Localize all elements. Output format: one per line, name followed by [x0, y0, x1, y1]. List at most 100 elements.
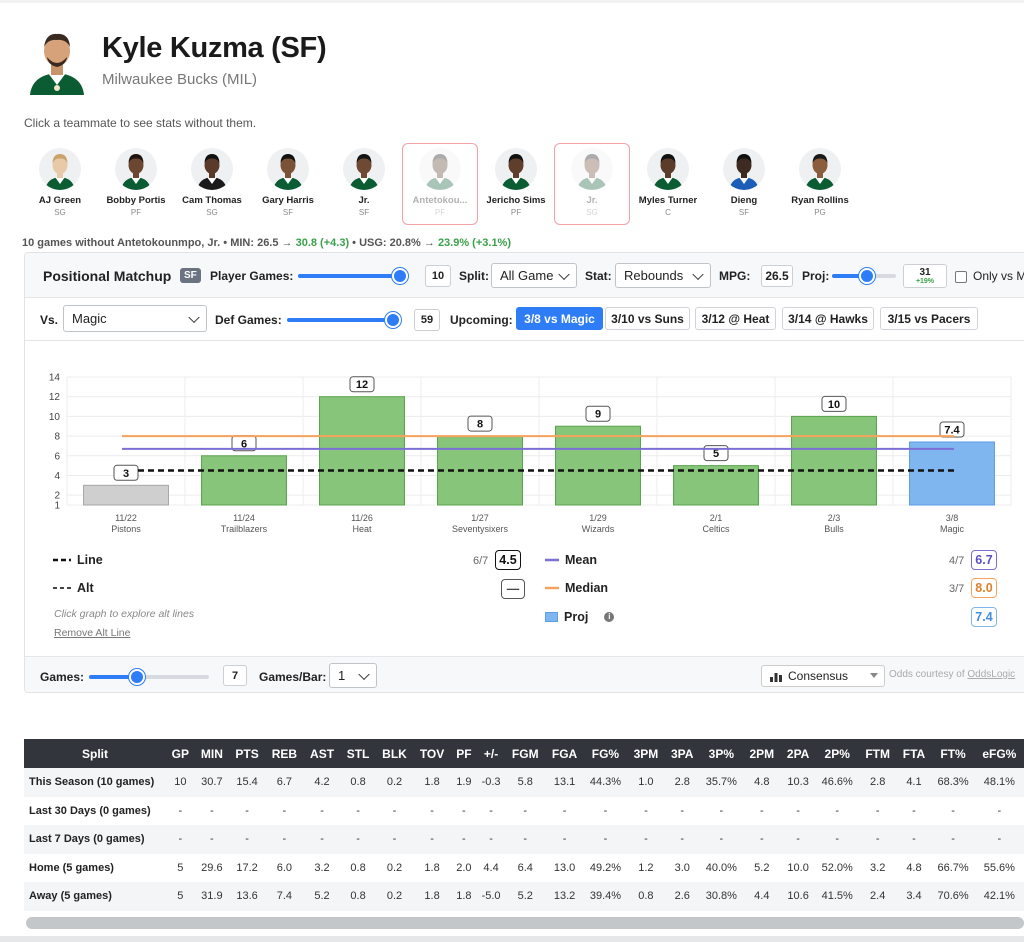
column-header-2p-[interactable]: 2P%: [815, 739, 859, 768]
stat-select[interactable]: Rebounds: [615, 263, 711, 288]
stat-cell: 0.2: [375, 768, 414, 797]
column-header-tov[interactable]: TOV: [413, 739, 451, 768]
opponent-select[interactable]: Magic: [63, 305, 207, 332]
column-header-pts[interactable]: PTS: [229, 739, 266, 768]
column-header-efg-[interactable]: eFG%: [974, 739, 1024, 768]
upcoming-game-1[interactable]: 3/10 vs Suns: [605, 307, 690, 330]
column-header-fg-[interactable]: FG%: [583, 739, 628, 768]
mpg-value[interactable]: 26.5: [761, 265, 793, 287]
column-header--[interactable]: +/-: [476, 739, 506, 768]
player-games-value[interactable]: 10: [425, 265, 451, 287]
teammate-avatar: [647, 148, 689, 190]
column-header-2pm[interactable]: 2PM: [742, 739, 781, 768]
upcoming-game-3[interactable]: 3/14 @ Hawks: [782, 307, 874, 330]
games-slider[interactable]: [89, 669, 209, 685]
stat-cell: -: [931, 796, 975, 825]
legend-mean: Mean: [545, 553, 597, 567]
stat-cell: -: [583, 796, 628, 825]
proj-delta: +19%: [915, 277, 935, 285]
stat-cell: 40.0%: [699, 853, 743, 882]
teammate-card[interactable]: Jericho Sims PF: [478, 143, 554, 225]
column-header-ftm[interactable]: FTM: [858, 739, 897, 768]
oddslogic-link[interactable]: OddsLogic: [967, 669, 1016, 680]
teammate-card[interactable]: Ryan Rollins PG: [782, 143, 858, 225]
column-header-blk[interactable]: BLK: [375, 739, 414, 768]
consensus-value: Consensus: [788, 669, 849, 683]
upcoming-game-0[interactable]: 3/8 vs Magic: [516, 307, 603, 330]
stat-cell: -: [166, 796, 195, 825]
alt-value-box[interactable]: —: [501, 579, 525, 599]
stat-cell: 2.4: [858, 882, 897, 911]
upcoming-game-2[interactable]: 3/12 @ Heat: [695, 307, 776, 330]
column-header-ast[interactable]: AST: [303, 739, 341, 768]
consensus-select[interactable]: Consensus: [761, 665, 885, 687]
column-header-fgm[interactable]: FGM: [505, 739, 546, 768]
teammate-card[interactable]: Bobby Portis PF: [98, 143, 174, 225]
only-vs-checkbox[interactable]: [955, 271, 967, 283]
column-header-ft-[interactable]: FT%: [931, 739, 975, 768]
teammate-avatar: [115, 148, 157, 190]
legend-median: Median: [545, 581, 608, 595]
x-tick-opponent: Wizards: [582, 524, 615, 534]
player-games-slider-knob[interactable]: [392, 268, 409, 284]
stat-cell: 10.6: [780, 882, 816, 911]
stat-cell: 48.1%: [974, 768, 1024, 797]
column-header-2pa[interactable]: 2PA: [780, 739, 816, 768]
def-games-slider-knob[interactable]: [385, 312, 401, 328]
teammate-card[interactable]: Gary Harris SF: [250, 143, 326, 225]
stat-cell: 5: [166, 853, 195, 882]
data-label-box: [585, 405, 611, 422]
stat-cell: 4.4: [742, 882, 781, 911]
split-select[interactable]: All Game: [491, 263, 577, 288]
stat-cell: 6.4: [505, 853, 546, 882]
teammate-card[interactable]: Dieng SF: [706, 143, 782, 225]
teammate-card[interactable]: Antetokou... PF: [402, 143, 478, 225]
games-value[interactable]: 7: [223, 665, 247, 686]
column-header-fta[interactable]: FTA: [896, 739, 932, 768]
teammate-card[interactable]: Cam Thomas SG: [174, 143, 250, 225]
column-header-min[interactable]: MIN: [194, 739, 230, 768]
remove-alt-line-link[interactable]: Remove Alt Line: [54, 627, 131, 639]
stat-cell: 13.2: [545, 882, 584, 911]
player-games-slider[interactable]: [298, 268, 409, 284]
column-header-fga[interactable]: FGA: [545, 739, 584, 768]
stat-cell: 4.8: [896, 853, 932, 882]
games-slider-knob[interactable]: [129, 669, 145, 685]
column-header-pf[interactable]: PF: [450, 739, 477, 768]
column-header-reb[interactable]: REB: [265, 739, 304, 768]
teammate-card[interactable]: Jr. SF: [326, 143, 402, 225]
teammate-name: Myles Turner: [638, 195, 698, 206]
stat-cell: -: [931, 825, 975, 854]
proj-slider-knob[interactable]: [859, 268, 876, 284]
x-tick-date: 3/8: [946, 513, 959, 523]
chevron-down-icon: [188, 311, 200, 323]
stat-cell: -: [780, 825, 816, 854]
stat-cell: 39.4%: [583, 882, 628, 911]
teammate-card[interactable]: Myles Turner C: [630, 143, 706, 225]
upcoming-game-4[interactable]: 3/15 vs Pacers: [880, 307, 978, 330]
teammate-card[interactable]: Jr. SG: [554, 143, 630, 225]
proj-value-box[interactable]: 31 +19%: [903, 264, 947, 288]
stat-cell: -: [476, 796, 506, 825]
stat-cell: 5.2: [742, 853, 781, 882]
column-header-gp[interactable]: GP: [166, 739, 195, 768]
column-header-3p-[interactable]: 3P%: [699, 739, 743, 768]
column-header-split[interactable]: Split: [24, 739, 166, 768]
teammate-card[interactable]: AJ Green SG: [22, 143, 98, 225]
column-header-stl[interactable]: STL: [340, 739, 376, 768]
def-games-slider[interactable]: [287, 312, 401, 328]
line-value-box[interactable]: 4.5: [495, 550, 521, 570]
column-header-3pa[interactable]: 3PA: [664, 739, 700, 768]
games-label: Games:: [40, 670, 85, 684]
horizontal-scrollbar[interactable]: [26, 917, 1024, 929]
stat-cell: -: [664, 825, 700, 854]
stat-cell: 4.1: [896, 768, 932, 797]
def-games-value[interactable]: 59: [414, 309, 440, 331]
games-per-bar-select[interactable]: 1: [329, 663, 377, 688]
teammate-position: C: [665, 208, 671, 217]
proj-slider[interactable]: [832, 268, 896, 284]
info-icon[interactable]: i: [604, 612, 615, 622]
stat-cell: 2.0: [450, 853, 477, 882]
column-header-3pm[interactable]: 3PM: [627, 739, 665, 768]
